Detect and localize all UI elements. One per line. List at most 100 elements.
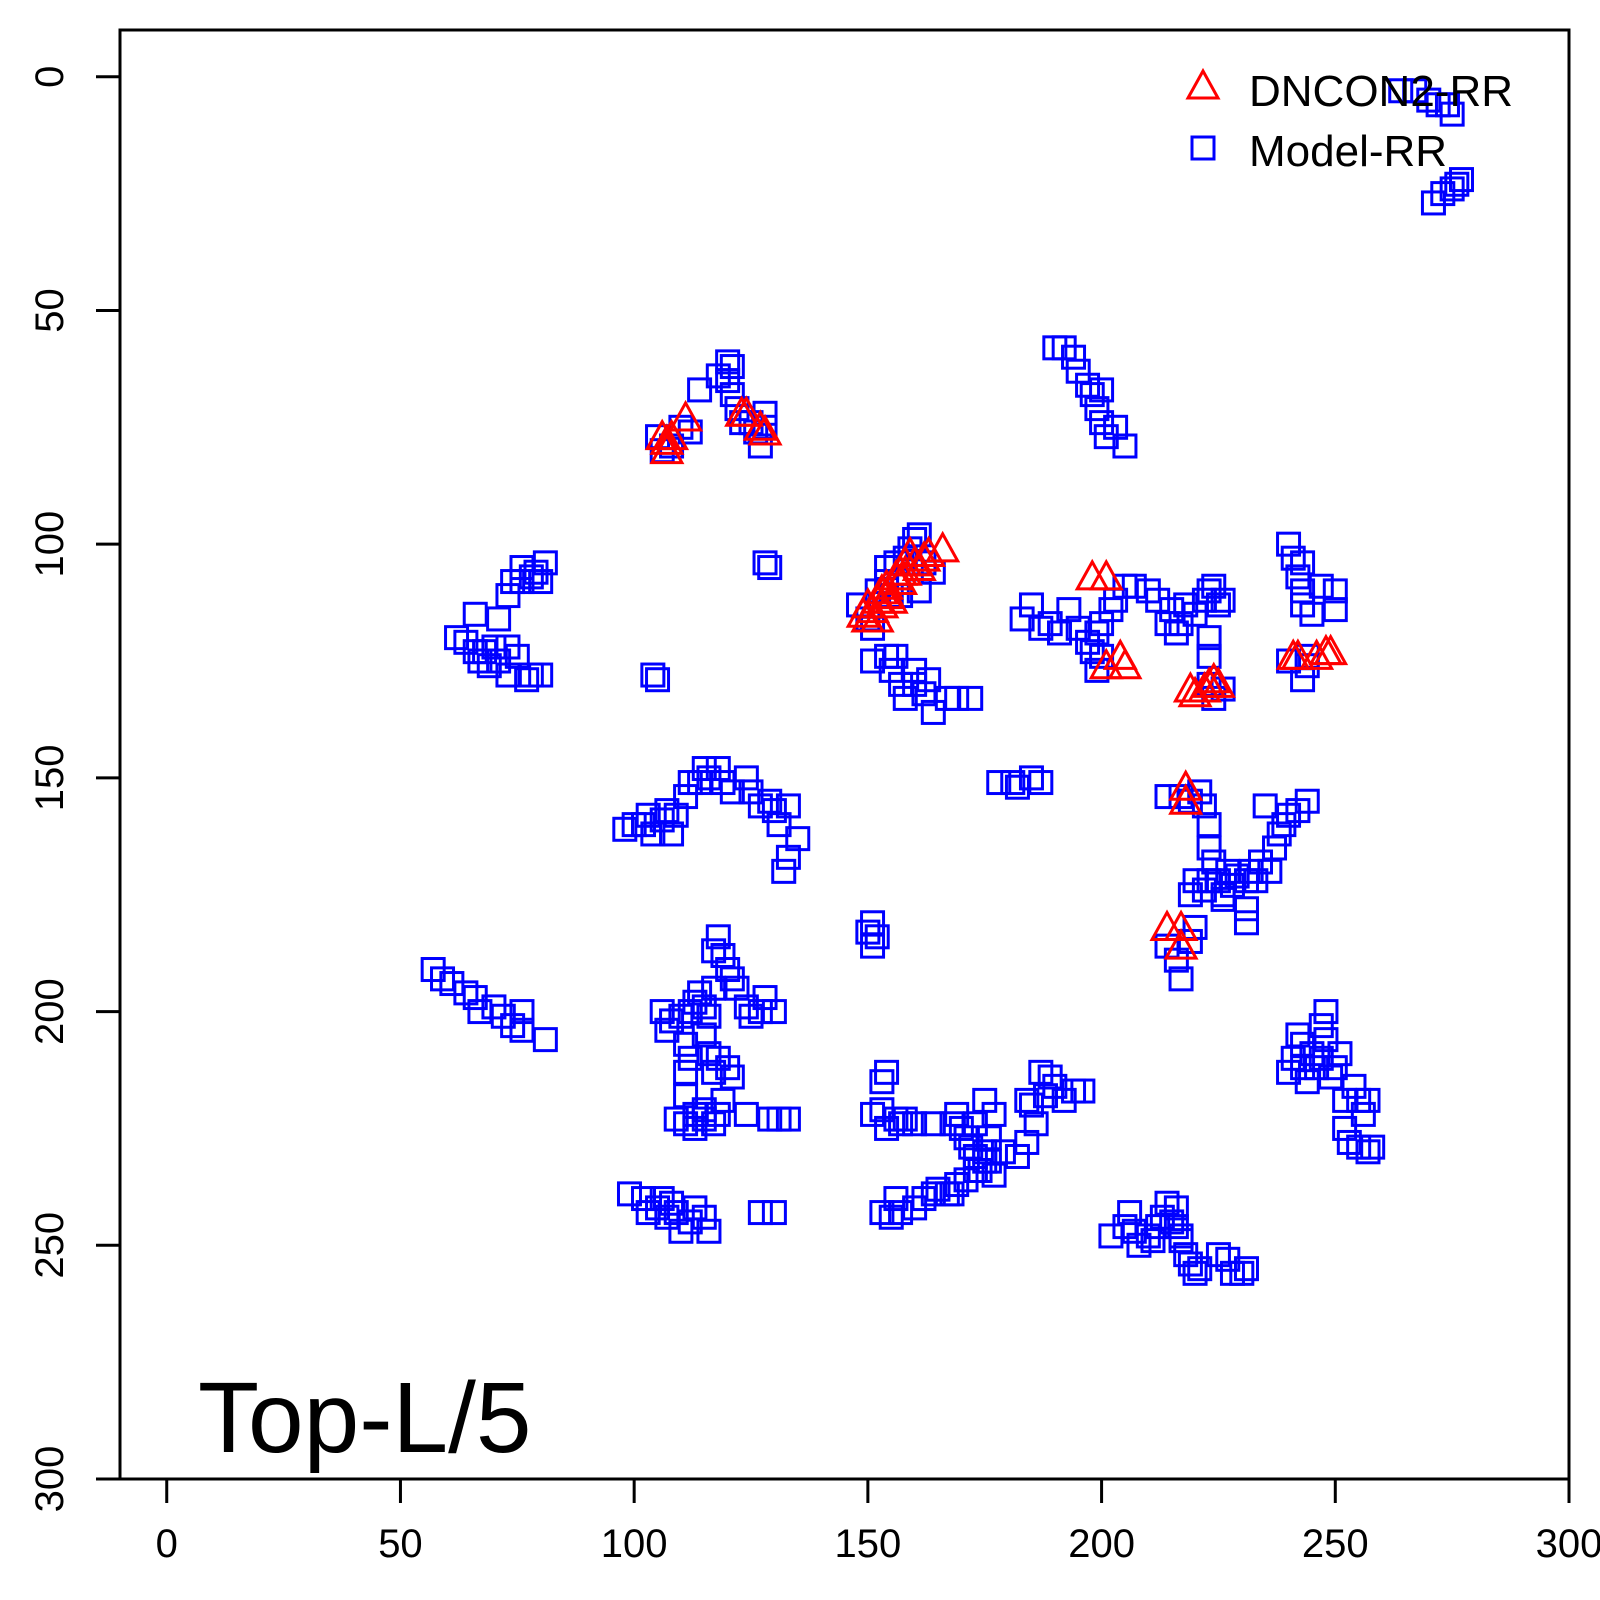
point-model-rr [733, 1101, 759, 1127]
point-model-rr [701, 1111, 727, 1137]
point-model-rr [495, 583, 521, 609]
point-model-rr [1294, 653, 1320, 679]
point-dncon2-rr [1280, 638, 1316, 670]
point-model-rr [528, 662, 554, 688]
point-model-rr [1313, 999, 1339, 1025]
point-model-rr [1018, 1092, 1044, 1118]
point-model-rr [1308, 573, 1334, 599]
point-model-rr [1444, 171, 1470, 197]
point-model-rr [1098, 597, 1124, 623]
point-model-rr [953, 1167, 979, 1193]
point-model-rr [902, 1195, 928, 1221]
point-model-rr [752, 550, 778, 576]
point-model-rr [1448, 167, 1474, 193]
point-model-rr [1098, 1223, 1124, 1249]
point-model-rr [1163, 1195, 1189, 1221]
point-model-rr [1276, 1059, 1302, 1085]
point-model-rr [631, 1186, 657, 1212]
point-model-rr [1163, 1214, 1189, 1240]
point-model-rr [696, 1218, 722, 1244]
point-model-rr [677, 1209, 703, 1235]
point-model-rr [1014, 1129, 1040, 1155]
point-model-rr [1051, 335, 1077, 361]
point-model-rr [1182, 1260, 1208, 1286]
point-model-rr [719, 382, 745, 408]
point-model-rr [972, 1087, 998, 1113]
point-model-rr [616, 1181, 642, 1207]
legend-marker-dncon2-rr [1185, 67, 1221, 100]
point-model-rr [1215, 1246, 1241, 1272]
point-model-rr [1089, 377, 1115, 403]
point-model-rr [761, 999, 787, 1025]
point-model-rr [486, 606, 512, 632]
point-model-rr [738, 779, 764, 805]
point-model-rr [612, 816, 638, 842]
point-model-rr [1252, 793, 1278, 819]
point-model-rr [1042, 1073, 1068, 1099]
point-model-rr [1084, 396, 1110, 422]
point-model-rr [1308, 1013, 1334, 1039]
point-model-rr [705, 924, 731, 950]
point-model-rr [1420, 190, 1446, 216]
point-model-rr [701, 938, 727, 964]
point-model-rr [1135, 578, 1161, 604]
x-tick-label: 50 [378, 1522, 423, 1566]
point-model-rr [691, 1022, 717, 1048]
point-model-rr [1233, 910, 1259, 936]
point-dncon2-rr [1107, 647, 1143, 680]
point-model-rr [682, 1101, 708, 1127]
point-model-rr [1103, 414, 1129, 440]
point-model-rr [705, 1045, 731, 1071]
point-model-rr [663, 802, 689, 828]
point-model-rr [677, 419, 703, 445]
point-model-rr [883, 643, 909, 669]
point-model-rr [701, 1059, 727, 1085]
point-model-rr [1346, 1134, 1372, 1160]
point-model-rr [1388, 78, 1414, 104]
y-tick-label: 150 [28, 744, 72, 811]
point-model-rr [766, 812, 792, 838]
point-model-rr [1290, 550, 1316, 576]
point-model-rr [1028, 1059, 1054, 1085]
point-model-rr [1056, 597, 1082, 623]
point-model-rr [687, 377, 713, 403]
point-model-rr [1290, 1031, 1316, 1057]
point-model-rr [1350, 1101, 1376, 1127]
point-model-rr [939, 1181, 965, 1207]
point-model-rr [659, 821, 685, 847]
point-dncon2-rr [654, 418, 690, 451]
legend-label-dncon2-rr: DNCON2-RR [1249, 67, 1513, 116]
data-points [420, 78, 1474, 1286]
point-model-rr [733, 765, 759, 791]
point-model-rr [864, 924, 890, 950]
point-model-rr [490, 1003, 516, 1029]
point-model-rr [869, 1200, 895, 1226]
point-model-rr [1051, 1087, 1077, 1113]
point-dncon2-rr [1200, 666, 1236, 698]
point-dncon2-rr [1088, 647, 1124, 680]
panel-label: Top-L/5 [198, 1362, 532, 1474]
point-model-rr [1271, 812, 1297, 838]
y-tick-label: 200 [28, 978, 72, 1045]
point-model-rr [439, 971, 465, 997]
point-model-rr [1126, 1232, 1152, 1258]
y-tick-label: 0 [28, 66, 72, 88]
point-dncon2-rr [1088, 558, 1124, 591]
point-model-rr [1416, 87, 1442, 113]
point-model-rr [1233, 1256, 1259, 1282]
point-dncon2-rr [668, 399, 704, 432]
point-model-rr [532, 1027, 558, 1053]
point-model-rr [1355, 1087, 1381, 1113]
point-model-rr [747, 999, 773, 1025]
point-model-rr [1084, 657, 1110, 683]
point-model-rr [733, 994, 759, 1020]
point-model-rr [1196, 835, 1222, 861]
point-model-rr [962, 1158, 988, 1184]
point-dncon2-rr [747, 413, 783, 446]
point-model-rr [1248, 849, 1274, 875]
point-model-rr [518, 564, 544, 590]
point-model-rr [673, 784, 699, 810]
point-model-rr [649, 807, 675, 833]
point-model-rr [495, 634, 521, 660]
point-model-rr [659, 1008, 685, 1034]
